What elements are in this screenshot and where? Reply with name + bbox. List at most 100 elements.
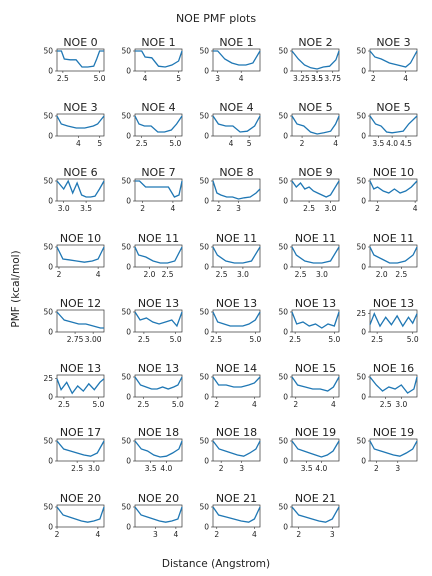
x-tick-label: 4 [239, 74, 244, 83]
subplot-22: NOE 13 0 50 2.5 5.0 [199, 297, 261, 344]
pmf-line [134, 246, 183, 264]
subplot-frame [369, 178, 418, 202]
x-tick-label: 2.5 [395, 270, 407, 279]
subplot-26: NOE 13 0 50 2.5 5.0 [121, 362, 184, 409]
subplot-21: NOE 13 0 50 2.5 5.0 [121, 297, 183, 344]
x-tick-label: 4 [252, 400, 257, 409]
y-tick-label: 0 [204, 328, 209, 337]
y-tick-label: 0 [283, 457, 288, 466]
subplot-title: NOE 19 [373, 426, 414, 439]
subplot-title: NOE 21 [295, 492, 336, 505]
x-tick-label: 2.5 [210, 335, 222, 344]
x-tick-label: 5.0 [249, 335, 261, 344]
y-tick-label: 50 [121, 437, 131, 446]
x-tick-label: 3 [215, 74, 220, 83]
pmf-line [212, 440, 261, 457]
subplot-title: NOE 18 [216, 426, 257, 439]
x-tick-label: 2 [214, 400, 219, 409]
pmf-line [56, 440, 105, 457]
x-tick-label: 4 [333, 139, 338, 148]
subplot-title: NOE 7 [141, 166, 175, 179]
subplot-37: NOE 21 0 50 2 4 [199, 492, 261, 539]
subplot-6: NOE 4 0 50 2.5 5.0 [121, 101, 183, 148]
pmf-line [369, 115, 418, 134]
x-tick-label: 2.5 [295, 270, 307, 279]
subplot-frame [291, 178, 340, 202]
subplot-frame [56, 244, 105, 268]
subplot-frame [212, 374, 261, 398]
x-tick-label: 2.5 [137, 400, 149, 409]
subplot-28: NOE 15 0 50 2 4 [278, 362, 340, 409]
subplot-frame [134, 244, 183, 268]
x-tick-label: 5 [247, 139, 252, 148]
subplot-title: NOE 13 [295, 297, 336, 310]
subplot-13: NOE 9 0 50 2.5 3.0 [278, 166, 340, 213]
subplot-title: NOE 16 [373, 362, 414, 375]
subplot-frame [134, 374, 183, 398]
subplot-frame [212, 309, 261, 333]
subplot-frame [291, 113, 340, 137]
x-tick-label: 5.0 [170, 335, 182, 344]
subplot-frame [134, 309, 183, 333]
subplot-frame [369, 438, 418, 462]
y-tick-label: 50 [278, 373, 288, 382]
x-tick-label: 2.5 [57, 74, 69, 83]
y-tick-label: 50 [356, 112, 366, 121]
subplot-title: NOE 11 [295, 232, 336, 245]
y-tick-label: 50 [356, 177, 366, 186]
x-tick-label: 4 [76, 139, 81, 148]
pmf-line [134, 115, 183, 133]
subplot-frame [56, 504, 105, 528]
y-tick-label: 50 [356, 373, 366, 382]
x-tick-label: 2.5 [138, 335, 150, 344]
x-tick-label: 4 [252, 530, 257, 539]
subplot-frame [369, 48, 418, 72]
subplot-frame [212, 244, 261, 268]
x-tick-label: 2.5 [71, 464, 83, 473]
subplot-12: NOE 8 0 50 2 3 [199, 166, 261, 213]
subplot-title: NOE 13 [373, 297, 414, 310]
subplot-title: NOE 11 [216, 232, 257, 245]
subplot-title: NOE 13 [216, 297, 257, 310]
y-tick-label: 50 [199, 503, 209, 512]
subplot-title: NOE 10 [60, 232, 101, 245]
pmf-line [56, 246, 105, 263]
y-tick-label: 0 [204, 132, 209, 141]
subplot-5: NOE 3 0 50 4 5 [43, 101, 105, 148]
subplot-2: NOE 1 0 50 3 4 [199, 36, 261, 83]
pmf-line [291, 311, 340, 329]
subplot-title: NOE 20 [138, 492, 179, 505]
subplot-title: NOE 10 [373, 166, 414, 179]
x-tick-label: 3.5 [145, 464, 157, 473]
y-tick-label: 50 [121, 503, 131, 512]
subplot-frame [56, 309, 105, 333]
x-tick-label: 4 [96, 270, 101, 279]
x-tick-label: 2 [300, 139, 305, 148]
subplot-frame [134, 504, 183, 528]
subplot-frame [56, 178, 105, 202]
subplot-frame [134, 113, 183, 137]
subplot-title: NOE 5 [298, 101, 332, 114]
pmf-line [56, 378, 105, 395]
y-tick-label: 0 [126, 197, 131, 206]
x-tick-label: 3.25 [293, 74, 310, 83]
x-tick-label: 3.0 [316, 270, 328, 279]
x-tick-label: 5.0 [407, 335, 419, 344]
y-tick-label: 0 [126, 393, 131, 402]
y-tick-label: 50 [356, 243, 366, 252]
x-tick-label: 2.5 [162, 270, 174, 279]
y-tick-label: 0 [48, 328, 53, 337]
figure-ylabel: PMF (kcal/mol) [10, 250, 22, 327]
subplot-17: NOE 11 0 50 2.5 3.0 [199, 232, 261, 279]
subplot-frame [134, 438, 183, 462]
y-tick-label: 50 [356, 437, 366, 446]
subplot-title: NOE 1 [219, 36, 253, 49]
x-tick-label: 4 [413, 204, 418, 213]
subplot-title: NOE 9 [298, 166, 332, 179]
subplot-0: NOE 0 0 50 2.5 5.0 [43, 36, 105, 83]
pmf-line [291, 506, 340, 523]
x-tick-label: 3.0 [324, 204, 336, 213]
x-tick-label: 2 [57, 270, 62, 279]
y-tick-label: 50 [121, 308, 131, 317]
